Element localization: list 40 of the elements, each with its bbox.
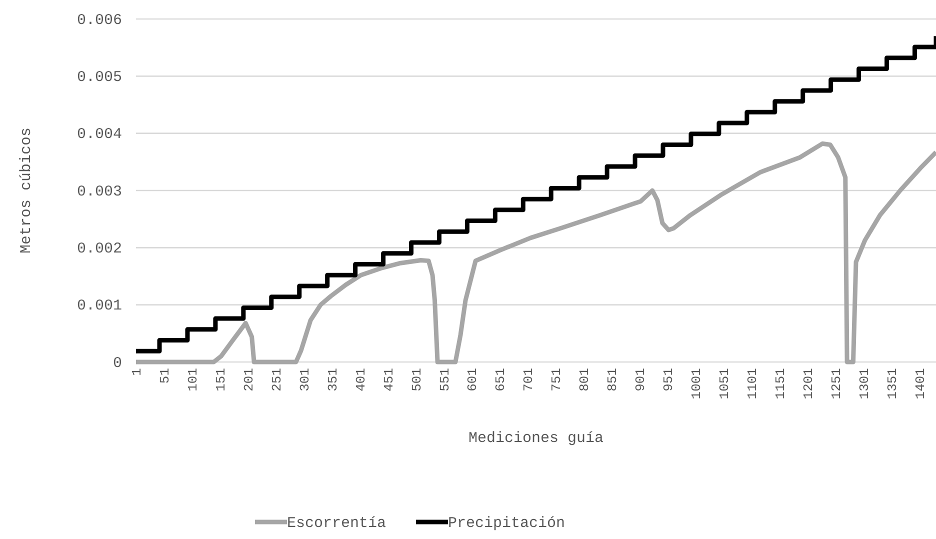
- x-tick-label: 751: [549, 368, 564, 392]
- x-tick-label: 451: [381, 368, 396, 392]
- x-tick-label: 401: [353, 368, 368, 392]
- y-tick-label: 0.002: [76, 240, 122, 258]
- x-tick-label: 1401: [912, 368, 928, 400]
- x-tick-label: 151: [213, 368, 228, 392]
- x-tick-label: 251: [269, 368, 284, 392]
- x-tick-label: 201: [241, 368, 256, 392]
- x-tick-label: 1001: [688, 368, 704, 400]
- y-axis-title: Metros cúbicos: [18, 127, 35, 254]
- legend-label: Precipitación: [448, 515, 566, 532]
- x-tick-label: 351: [325, 368, 340, 392]
- y-tick-label: 0: [112, 354, 122, 372]
- y-tick-label: 0.005: [76, 68, 122, 86]
- x-tick-label: 601: [465, 368, 480, 392]
- x-tick-label: 301: [297, 368, 312, 392]
- x-tick-label: 951: [661, 368, 676, 392]
- x-tick-label: 651: [493, 368, 508, 392]
- x-tick-label: 701: [521, 368, 536, 392]
- x-tick-label: 1051: [716, 368, 732, 400]
- y-tick-label: 0.001: [76, 298, 122, 315]
- y-tick-label: 0.003: [76, 183, 122, 200]
- x-tick-label: 551: [437, 368, 452, 392]
- x-tick-label: 851: [605, 368, 620, 392]
- x-tick-label: 1251: [828, 368, 844, 400]
- y-tick-label: 0.006: [76, 12, 122, 29]
- x-axis-title: Mediciones guía: [468, 430, 604, 447]
- x-tick-label: 501: [409, 368, 424, 392]
- x-tick-label: 801: [577, 368, 592, 392]
- y-tick-label: 0.004: [76, 126, 122, 144]
- x-tick-label: 1151: [772, 368, 788, 400]
- x-tick-label: 901: [633, 368, 648, 392]
- x-tick-label: 1351: [884, 368, 900, 400]
- x-tick-label: 1: [130, 368, 145, 376]
- x-tick-label: 51: [158, 368, 173, 384]
- x-tick-label: 1301: [856, 368, 872, 400]
- x-tick-label: 101: [185, 368, 200, 392]
- x-tick-label: 1201: [800, 368, 816, 400]
- legend-label: Escorrentía: [287, 515, 386, 532]
- x-tick-label: 1101: [744, 368, 760, 400]
